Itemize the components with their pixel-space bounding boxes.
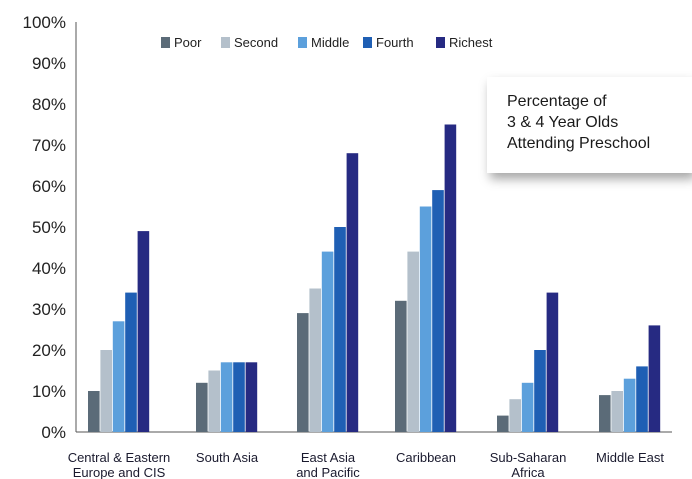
legend-label-poor: Poor xyxy=(174,35,202,50)
chart-title-box: Percentage of 3 & 4 Year Olds Attending … xyxy=(487,77,692,173)
bar-richest-2 xyxy=(346,153,359,432)
y-tick-label: 10% xyxy=(32,382,66,401)
y-axis-ticks: 0% 10% 20% 30% 40% 50% 60% 70% 80% 90% 100% xyxy=(23,13,66,442)
y-tick-label: 70% xyxy=(32,136,66,155)
x-category-label: Middle East xyxy=(596,450,664,465)
x-category-label: and Pacific xyxy=(296,465,360,479)
bar-fourth-3 xyxy=(432,190,444,432)
bar-fourth-4 xyxy=(534,350,546,432)
y-tick-label: 90% xyxy=(32,54,66,73)
bar-poor-2 xyxy=(297,313,309,432)
x-category-label: East Asia xyxy=(301,450,356,465)
bar-richest-5 xyxy=(648,325,661,432)
bar-middle-1 xyxy=(220,362,233,432)
legend-label-fourth: Fourth xyxy=(376,35,414,50)
y-tick-label: 60% xyxy=(32,177,66,196)
bar-second-4 xyxy=(509,399,521,432)
legend-swatch-fourth xyxy=(363,37,372,48)
bar-richest-0 xyxy=(137,231,150,432)
bar-richest-1 xyxy=(245,362,258,432)
x-category-label: Central & Eastern xyxy=(68,450,171,465)
legend-swatch-middle xyxy=(298,37,307,48)
chart-title-line-3: Attending Preschool xyxy=(507,135,651,152)
bar-poor-0 xyxy=(88,391,100,432)
bar-poor-3 xyxy=(395,300,407,432)
bar-middle-3 xyxy=(419,206,432,432)
legend-swatch-second xyxy=(221,37,230,48)
legend-label-second: Second xyxy=(234,35,278,50)
bar-middle-4 xyxy=(521,382,534,432)
bar-fourth-0 xyxy=(125,292,137,432)
bar-richest-3 xyxy=(444,124,457,432)
x-category-label: Europe and CIS xyxy=(73,465,166,479)
x-category-label: South Asia xyxy=(196,450,259,465)
legend-swatch-poor xyxy=(161,37,170,48)
bar-poor-1 xyxy=(196,382,208,432)
y-tick-label: 0% xyxy=(41,423,66,442)
x-category-label: Caribbean xyxy=(396,450,456,465)
bar-fourth-5 xyxy=(636,366,648,432)
legend-label-richest: Richest xyxy=(449,35,493,50)
y-tick-label: 100% xyxy=(23,13,66,32)
bar-middle-0 xyxy=(112,321,125,432)
bar-poor-5 xyxy=(599,395,611,432)
chart-title-line-1: Percentage of xyxy=(507,93,607,110)
bar-middle-5 xyxy=(623,378,636,432)
bar-fourth-1 xyxy=(233,362,245,432)
bar-richest-4 xyxy=(546,292,559,432)
bar-second-0 xyxy=(100,350,112,432)
legend-label-middle: Middle xyxy=(311,35,349,50)
bar-poor-4 xyxy=(497,415,509,432)
bar-middle-2 xyxy=(321,251,334,432)
bar-fourth-2 xyxy=(334,227,346,432)
x-category-label: Africa xyxy=(511,465,545,479)
legend: Poor Second Middle Fourth Richest xyxy=(161,35,493,50)
bar-second-1 xyxy=(208,370,220,432)
bars-group xyxy=(88,124,661,432)
legend-swatch-richest xyxy=(436,37,445,48)
chart-title-line-2: 3 & 4 Year Olds xyxy=(507,114,619,131)
bar-second-5 xyxy=(611,391,623,432)
y-tick-label: 50% xyxy=(32,218,66,237)
bar-second-3 xyxy=(407,251,419,432)
y-tick-label: 20% xyxy=(32,341,66,360)
bar-second-2 xyxy=(309,288,321,432)
y-tick-label: 80% xyxy=(32,95,66,114)
x-category-label: Sub-Saharan xyxy=(490,450,567,465)
y-tick-label: 30% xyxy=(32,300,66,319)
y-tick-label: 40% xyxy=(32,259,66,278)
